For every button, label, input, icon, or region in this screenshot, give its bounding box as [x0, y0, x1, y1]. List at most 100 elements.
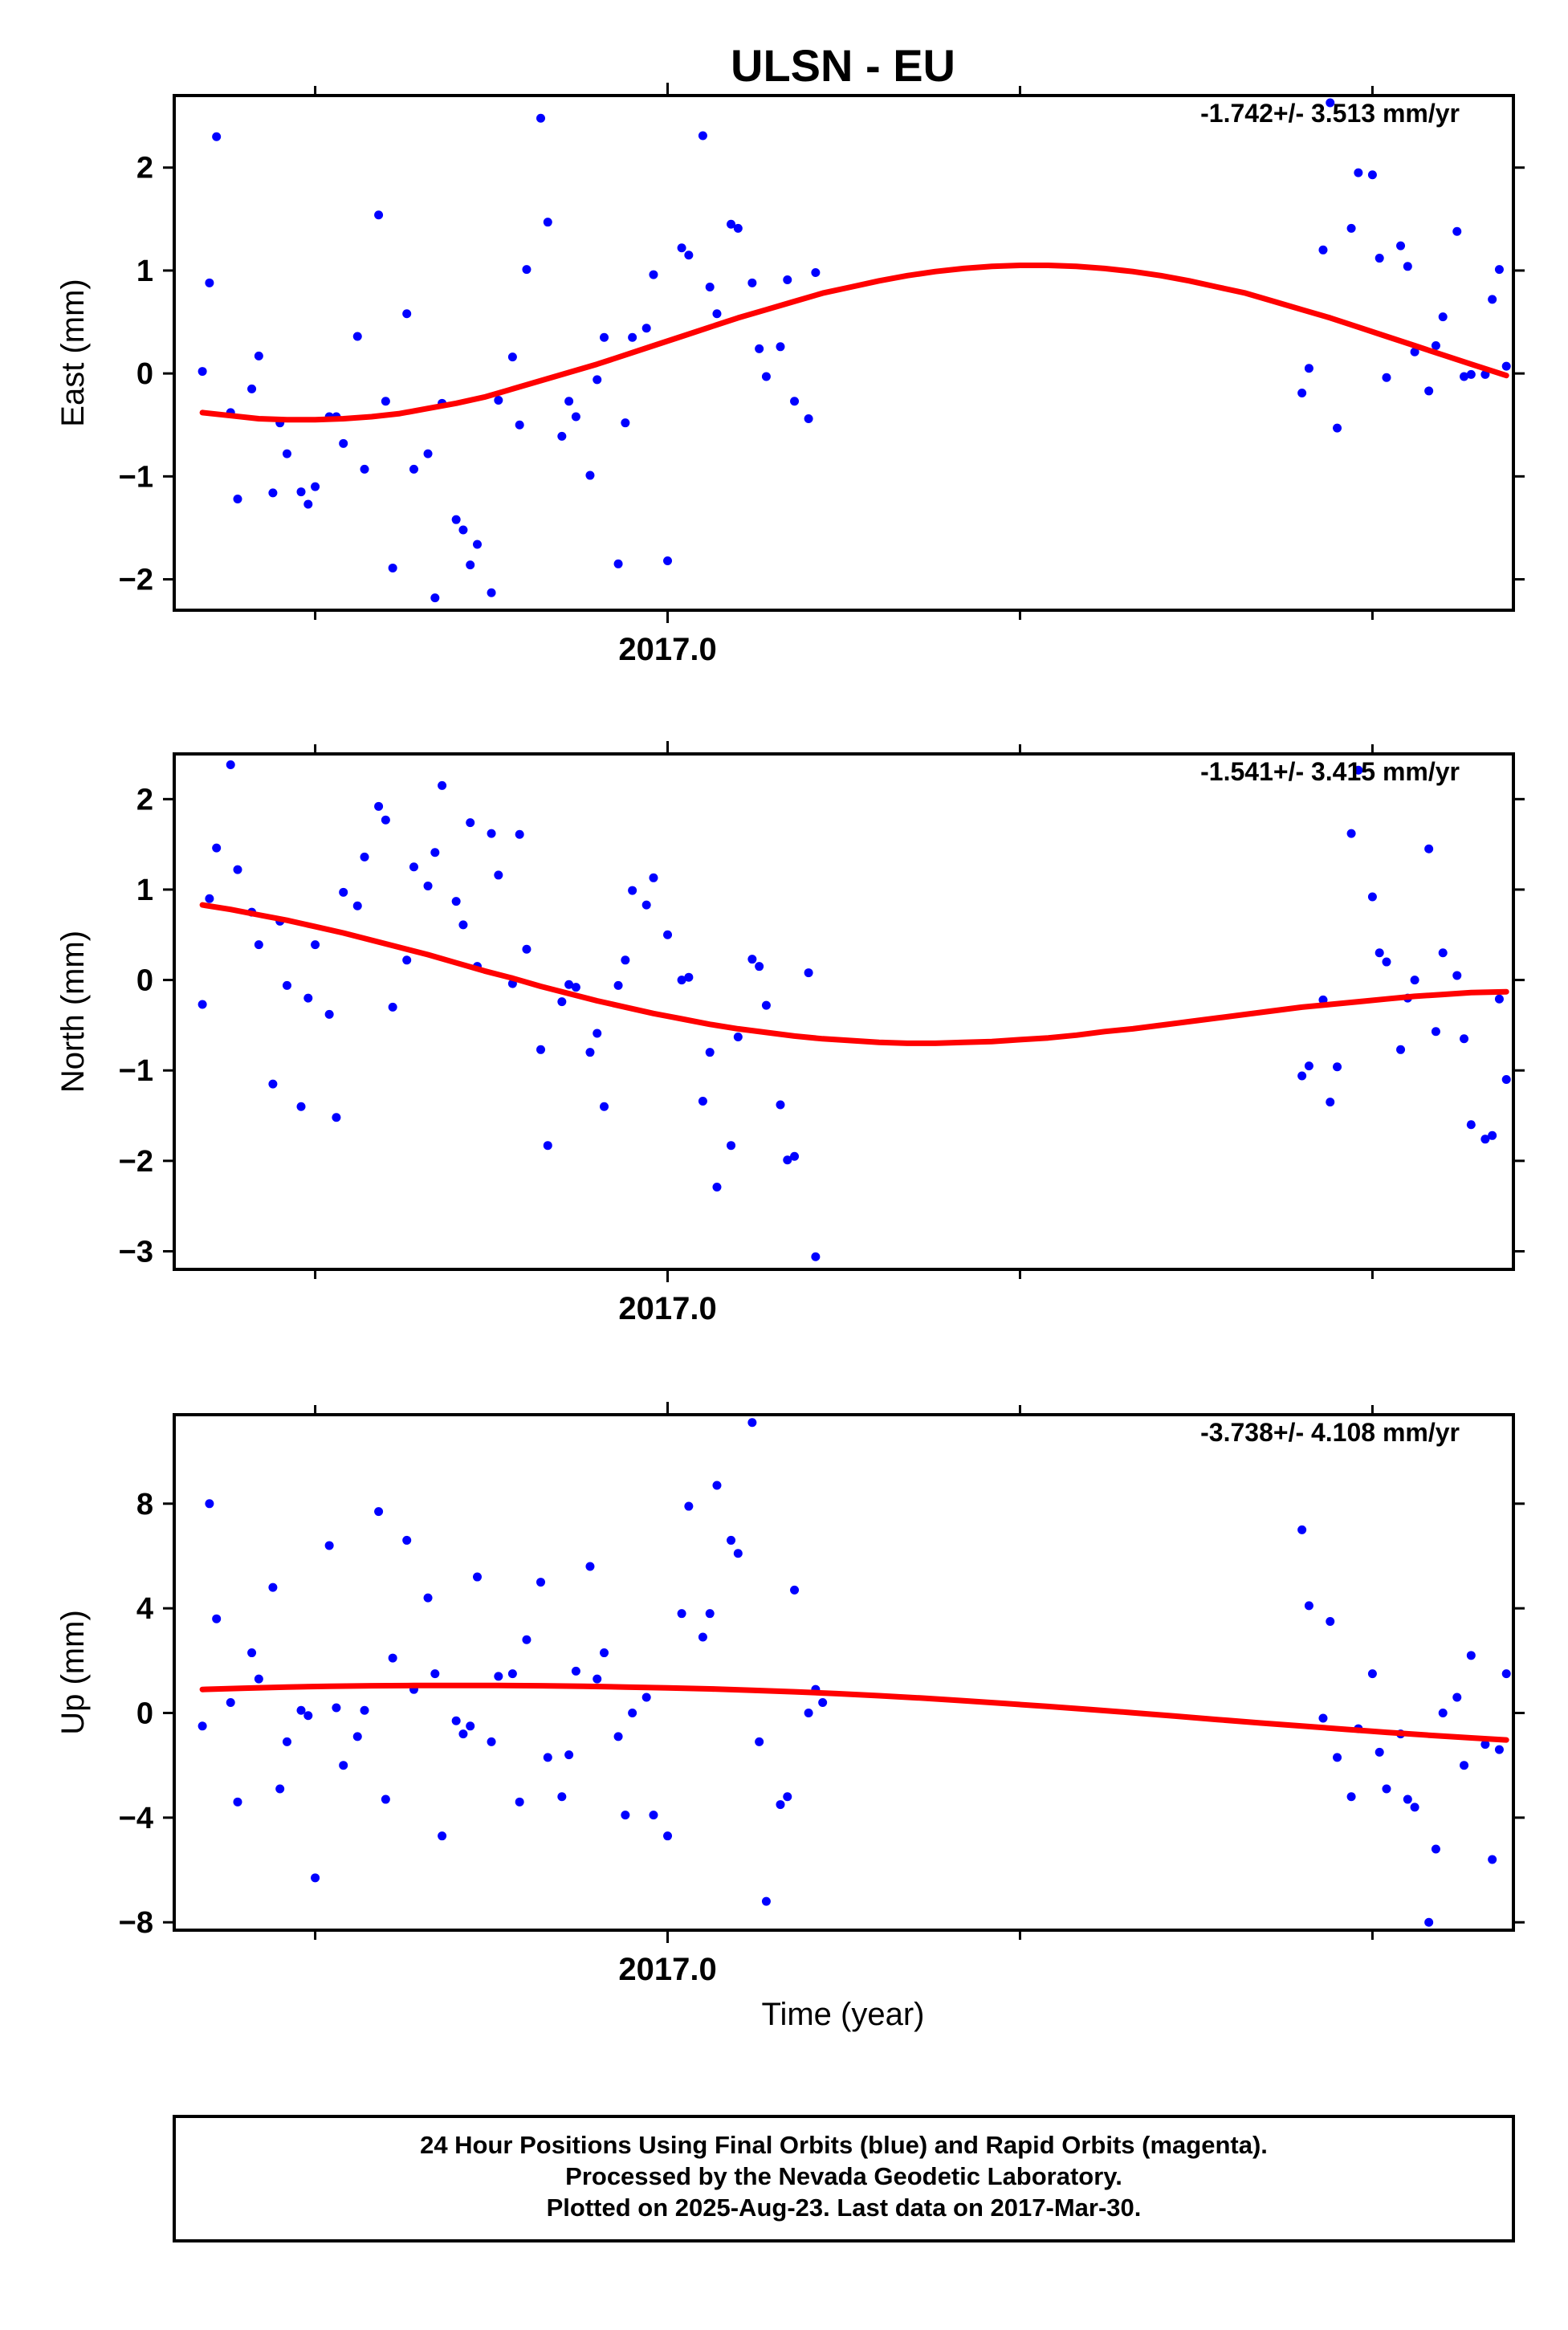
up-data-point — [564, 1750, 574, 1760]
chart-title: ULSN - EU — [731, 40, 955, 91]
north-data-point — [747, 955, 757, 964]
north-ytick-label: 2 — [136, 783, 153, 817]
north-data-point — [423, 881, 433, 890]
up-data-point — [1326, 1616, 1335, 1626]
north-data-point — [593, 1029, 602, 1038]
up-data-point — [360, 1705, 369, 1715]
up-data-point — [733, 1549, 743, 1558]
east-data-point — [1297, 388, 1307, 397]
east-data-point — [1375, 254, 1384, 263]
up-y-axis-label: Up (mm) — [55, 1610, 91, 1735]
east-data-point — [1494, 265, 1504, 275]
up-data-point — [487, 1737, 496, 1746]
up-data-point — [1318, 1713, 1328, 1723]
north-data-point — [1382, 957, 1391, 967]
up-data-point — [543, 1753, 552, 1762]
up-ytick-label: 0 — [136, 1697, 153, 1731]
east-data-point — [811, 268, 821, 278]
up-data-point — [339, 1761, 348, 1770]
up-data-point — [507, 1669, 517, 1679]
north-data-point — [339, 887, 348, 897]
east-data-point — [593, 375, 602, 385]
north-data-point — [198, 1000, 207, 1009]
up-data-point — [1403, 1794, 1412, 1804]
east-data-point — [790, 397, 800, 406]
east-data-point — [282, 449, 291, 458]
up-data-point — [311, 1873, 320, 1883]
footer-line-3: Plotted on 2025-Aug-23. Last data on 201… — [547, 2194, 1142, 2222]
up-data-point — [268, 1583, 278, 1592]
north-data-point — [1346, 829, 1356, 838]
north-data-point — [649, 873, 658, 882]
up-rate-label: -3.738+/- 4.108 mm/yr — [1200, 1418, 1460, 1447]
east-data-point — [663, 556, 673, 565]
up-data-point — [613, 1732, 623, 1741]
north-data-point — [600, 1102, 609, 1111]
east-data-point — [1403, 262, 1412, 271]
east-data-point — [507, 352, 517, 362]
north-data-point — [804, 968, 813, 978]
up-data-point — [684, 1501, 694, 1511]
up-data-point — [332, 1703, 341, 1713]
north-data-point — [1452, 971, 1462, 980]
east-data-point — [522, 265, 531, 275]
up-data-point — [761, 1896, 771, 1906]
north-data-point — [1494, 994, 1504, 1004]
footer-line-2: Processed by the Nevada Geodetic Laborat… — [565, 2162, 1122, 2190]
north-data-point — [1488, 1130, 1497, 1140]
north-data-point — [352, 901, 362, 910]
north-data-point — [564, 980, 574, 989]
up-data-point — [1304, 1601, 1313, 1611]
footer-line-1: 24 Hour Positions Using Final Orbits (bl… — [420, 2131, 1268, 2159]
east-data-point — [776, 342, 785, 352]
up-data-point — [1466, 1651, 1476, 1660]
up-data-point — [233, 1797, 242, 1807]
up-data-point — [727, 1535, 736, 1545]
north-data-point — [438, 780, 447, 790]
up-data-point — [352, 1732, 362, 1741]
east-data-point — [684, 251, 694, 260]
north-data-point — [1354, 765, 1363, 775]
north-data-point — [268, 1079, 278, 1089]
up-data-point — [381, 1794, 390, 1804]
east-data-point — [430, 593, 440, 603]
east-data-point — [783, 275, 792, 284]
north-data-point — [698, 1097, 707, 1106]
up-data-point — [621, 1811, 630, 1820]
east-ytick-label: 1 — [136, 255, 153, 288]
north-data-point — [727, 1141, 736, 1151]
up-data-point — [677, 1609, 686, 1619]
north-data-point — [1396, 1045, 1406, 1054]
north-data-point — [783, 1155, 792, 1165]
up-data-point — [600, 1648, 609, 1658]
north-data-point — [205, 894, 214, 903]
north-data-point — [790, 1151, 800, 1161]
north-data-point — [233, 865, 242, 874]
north-data-point — [388, 1002, 397, 1012]
up-data-point — [282, 1737, 291, 1746]
north-data-point — [402, 955, 412, 965]
north-data-point — [761, 1000, 771, 1010]
north-data-point — [381, 815, 390, 825]
up-data-point — [747, 1418, 757, 1428]
north-data-point — [466, 818, 475, 828]
x-axis-label: Time (year) — [762, 1997, 925, 2032]
east-fit-curve — [199, 263, 1509, 423]
up-data-point — [593, 1674, 602, 1684]
up-data-point — [515, 1797, 524, 1807]
east-data-point — [536, 113, 546, 123]
up-data-point — [1382, 1784, 1391, 1794]
east-data-point — [515, 420, 524, 430]
east-ytick-label: −1 — [119, 460, 153, 494]
north-data-point — [458, 920, 468, 930]
up-frame — [173, 1413, 1515, 1932]
north-data-point — [1424, 844, 1434, 853]
east-data-point — [458, 525, 468, 535]
up-data-point — [324, 1541, 334, 1550]
north-data-point — [282, 980, 291, 990]
footer-box — [173, 2115, 1515, 2242]
east-data-point — [296, 487, 306, 497]
up-data-point — [1375, 1747, 1384, 1757]
up-ytick-label: 4 — [136, 1592, 153, 1626]
north-data-point — [226, 760, 235, 770]
